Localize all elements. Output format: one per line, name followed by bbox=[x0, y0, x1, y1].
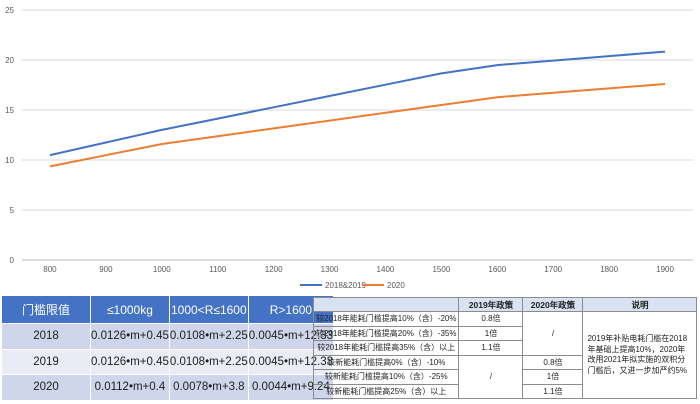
policy-table-header: 2019年政策 2020年政策 说明 bbox=[312, 297, 698, 312]
table-row: 2018 0.0126•m+0.45 0.0108•m+2.25 0.0045•… bbox=[1, 323, 335, 350]
x-tick-label: 900 bbox=[99, 265, 113, 274]
formula-cell: 0.0126•m+0.45 bbox=[90, 323, 170, 350]
y-tick-label: 20 bbox=[5, 56, 14, 65]
condition-cell: 较新能耗门槛提高0%（含）-10% bbox=[312, 354, 460, 370]
multiplier-cell: 0.8倍 bbox=[522, 354, 584, 370]
year-cell: 2019 bbox=[1, 348, 91, 375]
year-cell: 2020 bbox=[1, 374, 91, 401]
condition-cell: 较新能耗门槛提高10%（含）-25% bbox=[312, 369, 460, 385]
formula-cell: 0.0078•m+3.8 bbox=[168, 374, 249, 401]
y-tick-label: 0 bbox=[10, 256, 15, 265]
legend-label: 2018&2019 bbox=[325, 281, 366, 290]
y-axis-ticks: 0 5 10 15 20 25 bbox=[5, 6, 14, 265]
header-cell: 2019年政策 bbox=[458, 297, 524, 312]
multiplier-cell: 0.8倍 bbox=[458, 311, 524, 327]
header-cell: 门槛限值 bbox=[1, 295, 91, 324]
condition-cell: 较2018年能耗门槛提高35%（含）以上 bbox=[312, 340, 460, 356]
multiplier-cell: 1倍 bbox=[522, 369, 584, 385]
x-tick-label: 1000 bbox=[153, 265, 171, 274]
y-tick-label: 5 bbox=[10, 206, 15, 215]
formula-cell: 0.0126•m+0.45 bbox=[90, 348, 170, 375]
table-row: 2020 0.0112•m+0.4 0.0078•m+3.8 0.0044•m+… bbox=[1, 374, 335, 401]
x-tick-label: 800 bbox=[43, 265, 57, 274]
slash-cell: / bbox=[522, 311, 584, 356]
slash-cell: / bbox=[458, 354, 524, 399]
header-cell: 2020年政策 bbox=[522, 297, 584, 312]
threshold-table-header: 门槛限值 ≤1000kg 1000<R≤1600 R>1600 bbox=[1, 295, 335, 324]
table-row: 2019 0.0126•m+0.45 0.0108•m+2.25 0.0045•… bbox=[1, 348, 335, 375]
y-tick-label: 25 bbox=[5, 6, 14, 15]
multiplier-cell: 1倍 bbox=[458, 325, 524, 341]
note-cell: 2019年补贴电耗门槛在2018年基础上提高10%，2020年改用2021年拟实… bbox=[582, 311, 698, 399]
legend: 2018&2019 2020 bbox=[300, 281, 405, 290]
y-tick-label: 15 bbox=[5, 106, 14, 115]
series-line-1 bbox=[49, 83, 666, 168]
threshold-table: 门槛限值 ≤1000kg 1000<R≤1600 R>1600 2018 0.0… bbox=[1, 295, 335, 401]
x-axis-ticks: 800 900 1000 1100 1200 1300 1400 1500 1600 1700 18… bbox=[43, 265, 674, 274]
subsidy-policy-table: 2019年政策 2020年政策 说明 较2018年能耗门槛提高10%（含）-20… bbox=[312, 297, 698, 399]
series-lines bbox=[49, 50, 666, 168]
header-cell: 说明 bbox=[582, 297, 698, 312]
header-cell bbox=[312, 297, 460, 312]
line-chart: 0 5 10 15 20 25 800 900 1000 1100 1200 1300 1400 150… bbox=[5, 6, 693, 290]
x-tick-label: 1300 bbox=[321, 265, 339, 274]
table-row: 较新能耗门槛提高25%（含）以上 1.1倍 bbox=[312, 383, 697, 399]
table-row: 较2018年能耗门槛提高35%（含）以上 1.1倍 bbox=[312, 340, 697, 356]
x-tick-label: 1600 bbox=[488, 265, 506, 274]
x-tick-label: 1100 bbox=[209, 265, 227, 274]
x-tick-label: 1500 bbox=[432, 265, 450, 274]
gridlines bbox=[22, 9, 693, 261]
condition-cell: 较新能耗门槛提高25%（含）以上 bbox=[312, 383, 460, 399]
table-row: 较新能耗门槛提高0%（含）-10% / 0.8倍 bbox=[312, 354, 697, 399]
x-tick-label: 1200 bbox=[265, 265, 283, 274]
multiplier-cell: 1.1倍 bbox=[522, 383, 584, 399]
table-row: 较新能耗门槛提高10%（含）-25% 1倍 bbox=[312, 369, 697, 385]
x-tick-label: 1900 bbox=[656, 265, 674, 274]
legend-label: 2020 bbox=[387, 281, 405, 290]
x-tick-label: 1700 bbox=[544, 265, 562, 274]
x-tick-label: 1800 bbox=[600, 265, 618, 274]
multiplier-cell: 1.1倍 bbox=[458, 340, 524, 356]
formula-cell: 0.0108•m+2.25 bbox=[168, 323, 249, 350]
condition-cell: 较2018年能耗门槛提高20%（含）-35% bbox=[312, 325, 460, 341]
y-tick-label: 10 bbox=[5, 156, 14, 165]
formula-cell: 0.0112•m+0.4 bbox=[90, 374, 170, 401]
header-cell: 1000<R≤1600 bbox=[168, 295, 249, 324]
formula-cell: 0.0108•m+2.25 bbox=[168, 348, 249, 375]
condition-cell: 较2018年能耗门槛提高10%（含）-20% bbox=[312, 311, 460, 327]
year-cell: 2018 bbox=[1, 323, 91, 350]
table-row: 较2018年能耗门槛提高10%（含）-20% 0.8倍 / 2019年补贴电耗门… bbox=[312, 311, 698, 399]
x-tick-label: 1400 bbox=[377, 265, 395, 274]
header-cell: ≤1000kg bbox=[90, 295, 170, 324]
series-line-0 bbox=[49, 50, 666, 157]
